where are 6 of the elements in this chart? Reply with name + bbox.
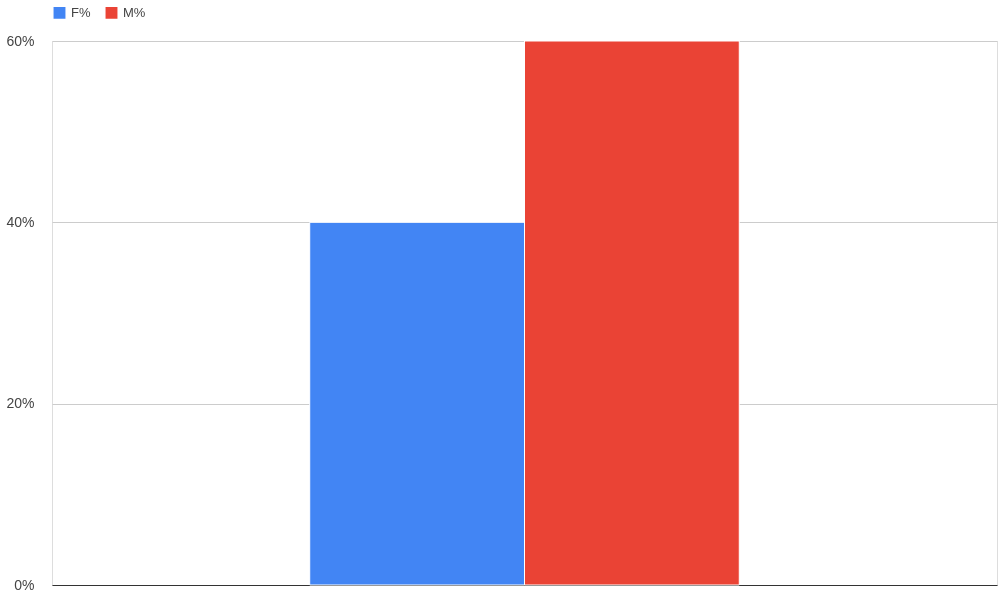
legend-label: F% bbox=[71, 4, 91, 20]
legend-label: M% bbox=[123, 4, 146, 20]
y-tick-label: 40% bbox=[6, 213, 35, 230]
y-tick-label: 60% bbox=[6, 32, 35, 49]
y-tick-label: 0% bbox=[14, 576, 35, 593]
y-tick-label: 20% bbox=[6, 395, 35, 412]
